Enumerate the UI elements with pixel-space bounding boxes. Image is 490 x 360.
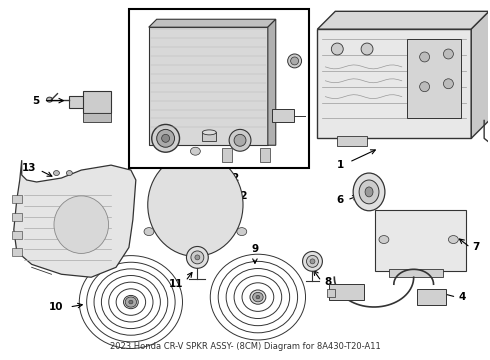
Bar bbox=[70, 96, 87, 108]
Ellipse shape bbox=[66, 171, 73, 176]
Polygon shape bbox=[149, 19, 276, 27]
Ellipse shape bbox=[152, 125, 179, 152]
Ellipse shape bbox=[353, 173, 385, 211]
Ellipse shape bbox=[195, 255, 200, 260]
Bar bbox=[129, 9, 310, 168]
Bar bbox=[337, 136, 367, 146]
Bar bbox=[12, 195, 22, 203]
Polygon shape bbox=[471, 11, 489, 138]
Ellipse shape bbox=[302, 251, 322, 271]
Ellipse shape bbox=[125, 297, 137, 307]
Ellipse shape bbox=[191, 147, 200, 155]
Bar bbox=[327, 289, 335, 297]
Text: 11: 11 bbox=[169, 279, 183, 289]
Ellipse shape bbox=[419, 52, 430, 62]
Bar bbox=[318, 29, 471, 138]
Ellipse shape bbox=[54, 196, 109, 253]
Text: 12: 12 bbox=[234, 191, 248, 201]
Ellipse shape bbox=[253, 292, 263, 302]
Ellipse shape bbox=[365, 187, 373, 197]
Ellipse shape bbox=[202, 130, 216, 135]
Bar bbox=[149, 27, 268, 145]
Text: 2023 Honda CR-V SPKR ASSY- (8CM) Diagram for 8A430-T20-A11: 2023 Honda CR-V SPKR ASSY- (8CM) Diagram… bbox=[110, 342, 380, 351]
Ellipse shape bbox=[443, 79, 453, 89]
Text: 9: 9 bbox=[251, 244, 259, 255]
Ellipse shape bbox=[448, 235, 458, 243]
Polygon shape bbox=[14, 160, 136, 277]
Text: 2: 2 bbox=[231, 173, 239, 183]
Bar bbox=[416, 289, 446, 305]
Bar bbox=[202, 132, 216, 141]
Bar bbox=[407, 39, 461, 118]
Ellipse shape bbox=[419, 82, 430, 92]
Ellipse shape bbox=[361, 43, 373, 55]
Ellipse shape bbox=[47, 97, 52, 102]
Bar bbox=[329, 284, 364, 300]
Text: 7: 7 bbox=[472, 243, 480, 252]
Ellipse shape bbox=[250, 290, 266, 304]
Text: 5: 5 bbox=[32, 96, 40, 105]
Ellipse shape bbox=[187, 247, 208, 268]
Polygon shape bbox=[318, 11, 489, 29]
Bar bbox=[272, 109, 294, 122]
Ellipse shape bbox=[307, 255, 318, 267]
Bar bbox=[389, 269, 443, 277]
Ellipse shape bbox=[157, 129, 174, 147]
Ellipse shape bbox=[229, 129, 251, 151]
Bar bbox=[222, 148, 232, 162]
Bar bbox=[12, 248, 22, 256]
Ellipse shape bbox=[53, 171, 59, 176]
Text: 3: 3 bbox=[151, 153, 159, 163]
Ellipse shape bbox=[148, 153, 243, 256]
Ellipse shape bbox=[234, 134, 246, 146]
Text: 6: 6 bbox=[336, 195, 343, 205]
Ellipse shape bbox=[443, 49, 453, 59]
Ellipse shape bbox=[288, 54, 301, 68]
Ellipse shape bbox=[190, 198, 201, 212]
Ellipse shape bbox=[256, 295, 260, 299]
Text: 13: 13 bbox=[22, 163, 37, 173]
Ellipse shape bbox=[310, 259, 315, 264]
Bar bbox=[83, 113, 111, 122]
Ellipse shape bbox=[379, 235, 389, 243]
Text: 4: 4 bbox=[458, 292, 466, 302]
Ellipse shape bbox=[129, 300, 133, 304]
Ellipse shape bbox=[144, 228, 154, 235]
Ellipse shape bbox=[162, 134, 170, 142]
Bar bbox=[12, 213, 22, 221]
Ellipse shape bbox=[191, 251, 204, 264]
Ellipse shape bbox=[237, 228, 247, 235]
Bar bbox=[83, 91, 111, 113]
Ellipse shape bbox=[123, 296, 138, 309]
Polygon shape bbox=[268, 19, 276, 145]
Ellipse shape bbox=[331, 43, 343, 55]
Bar bbox=[12, 231, 22, 239]
Ellipse shape bbox=[291, 57, 298, 65]
Text: 8: 8 bbox=[324, 277, 332, 287]
Bar bbox=[260, 148, 270, 162]
Text: 1: 1 bbox=[337, 160, 344, 170]
Text: 10: 10 bbox=[49, 302, 63, 312]
Ellipse shape bbox=[414, 230, 423, 237]
FancyBboxPatch shape bbox=[375, 210, 466, 271]
Ellipse shape bbox=[359, 180, 379, 204]
